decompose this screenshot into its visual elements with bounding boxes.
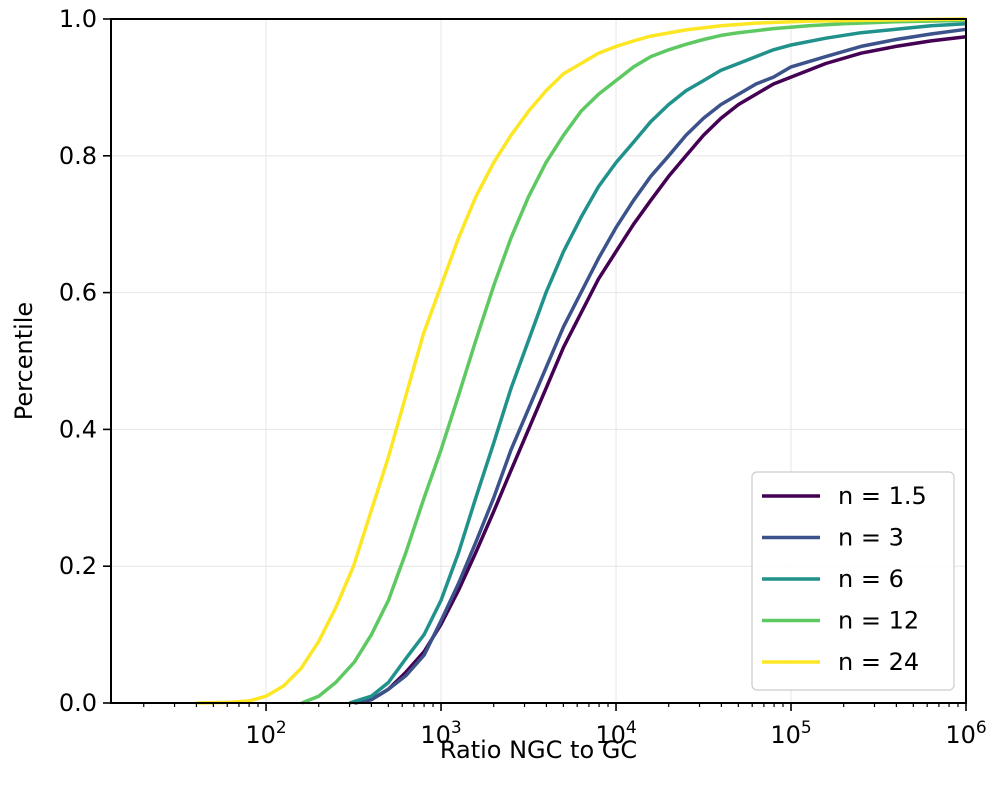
axes: 102 103 104 105 106 0.0 0.2 0.4 0.6 0.8 1.0 xyxy=(59,5,987,749)
x-tick-label: 105 xyxy=(770,718,811,749)
legend-label: n = 1.5 xyxy=(838,482,927,510)
x-tick-label: 102 xyxy=(245,718,286,749)
y-tick-label: 0.4 xyxy=(59,415,97,443)
series-lines xyxy=(196,17,967,705)
plot-frame xyxy=(110,18,967,704)
legend: n = 1.5 n = 3 n = 6 n = 12 n = 24 xyxy=(751,471,955,691)
legend-label: n = 3 xyxy=(838,524,904,552)
y-tick-label: 0.0 xyxy=(59,689,97,717)
x-axis-label: Ratio NGC to GC xyxy=(440,736,637,764)
legend-label: n = 6 xyxy=(838,565,904,593)
series-line xyxy=(301,18,967,705)
legend-label: n = 12 xyxy=(838,607,919,635)
legend-label: n = 24 xyxy=(838,648,919,676)
series-line xyxy=(354,27,967,705)
y-tick-label: 0.6 xyxy=(59,279,97,307)
series-line xyxy=(196,17,967,705)
legend-box xyxy=(751,471,955,691)
x-tick-label: 106 xyxy=(945,718,986,749)
series-line xyxy=(348,22,967,705)
y-tick-label: 0.2 xyxy=(59,552,97,580)
y-tick-label: 1.0 xyxy=(59,5,97,33)
y-axis-label: Percentile xyxy=(10,302,38,420)
y-tick-label: 0.8 xyxy=(59,142,97,170)
x-tick-label: 103 xyxy=(420,718,461,749)
x-tick-label: 104 xyxy=(595,718,636,749)
